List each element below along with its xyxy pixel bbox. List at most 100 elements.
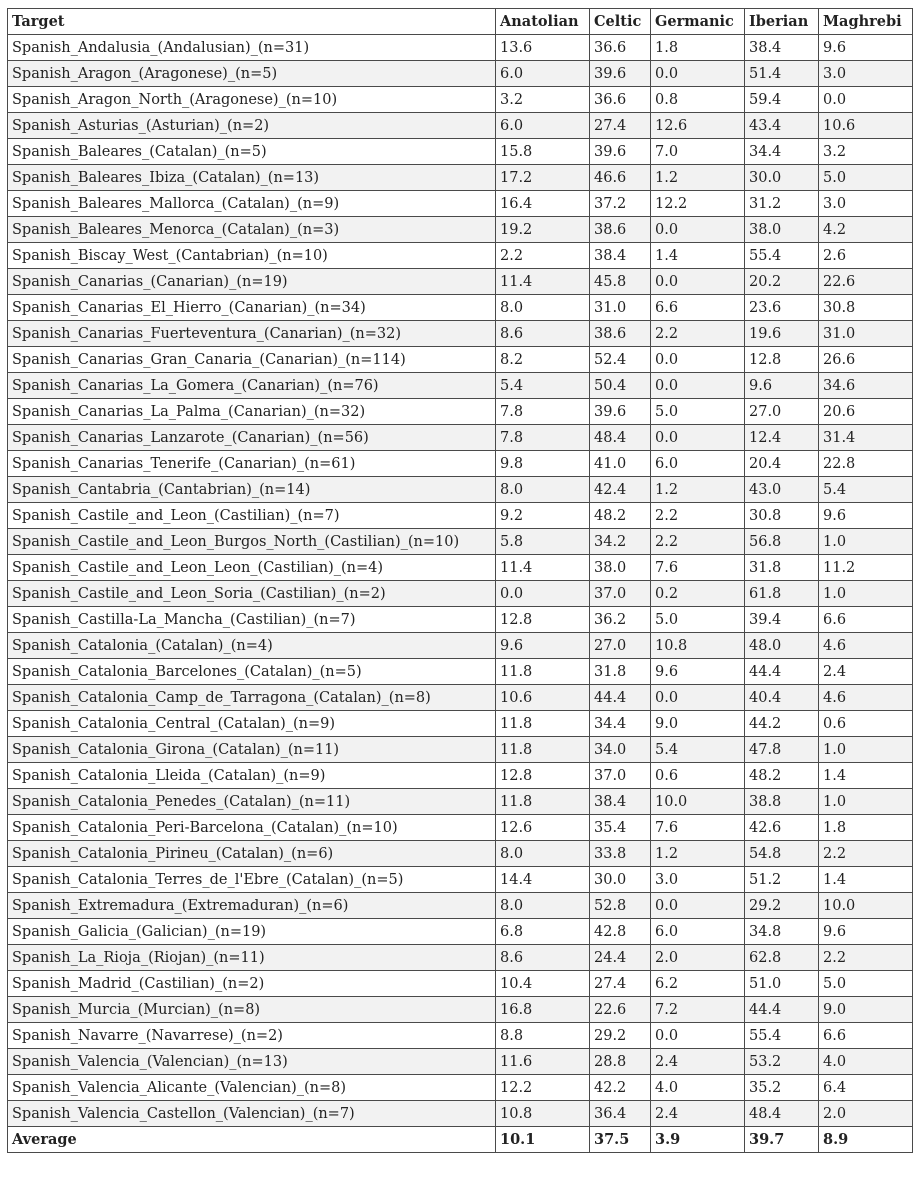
cell-maghrebi: 5.0	[818, 970, 913, 997]
cell-celtic: 31.8	[589, 658, 651, 685]
cell-target: Spanish_Valencia_Alicante_(Valencian)_(n…	[7, 1074, 496, 1101]
cell-target: Spanish_Catalonia_Girona_(Catalan)_(n=11…	[7, 736, 496, 763]
cell-target: Spanish_Canarias_(Canarian)_(n=19)	[7, 268, 496, 295]
table-row: Spanish_Catalonia_Pirineu_(Catalan)_(n=6…	[7, 840, 913, 867]
cell-celtic: 42.4	[589, 476, 651, 503]
cell-germanic: 0.0	[650, 372, 745, 399]
cell-celtic: 45.8	[589, 268, 651, 295]
cell-iberian: 30.8	[744, 502, 819, 529]
table-row: Spanish_Murcia_(Murcian)_(n=8) 16.8 22.6 7.…	[7, 996, 913, 1023]
cell-maghrebi: 5.0	[818, 164, 913, 191]
header-maghrebi: Maghrebi	[818, 8, 913, 35]
cell-anatolian: 11.4	[495, 268, 590, 295]
cell-germanic: 1.4	[650, 242, 745, 269]
cell-target: Spanish_Castilla-La_Mancha_(Castilian)_(…	[7, 606, 496, 633]
cell-iberian: 39.4	[744, 606, 819, 633]
cell-maghrebi: 5.4	[818, 476, 913, 503]
table-row: Spanish_Canarias_La_Palma_(Canarian)_(n=…	[7, 398, 913, 425]
table-row: Spanish_Asturias_(Asturian)_(n=2) 6.0 27.4…	[7, 112, 913, 139]
admixture-table: Target Anatolian Celtic Germanic Iberian…	[7, 8, 913, 1153]
cell-anatolian: 16.8	[495, 996, 590, 1023]
cell-celtic: 38.4	[589, 242, 651, 269]
cell-iberian: 48.4	[744, 1100, 819, 1127]
cell-celtic: 50.4	[589, 372, 651, 399]
table-row: Spanish_Baleares_Mallorca_(Catalan)_(n=9…	[7, 190, 913, 217]
table-row: Spanish_Cantabria_(Cantabrian)_(n=14) 8.0…	[7, 476, 913, 503]
cell-celtic: 29.2	[589, 1022, 651, 1049]
cell-germanic: 7.6	[650, 814, 745, 841]
cell-germanic: 4.0	[650, 1074, 745, 1101]
table-row: Spanish_Catalonia_Camp_de_Tarragona_(Cat…	[7, 684, 913, 711]
cell-germanic: 9.6	[650, 658, 745, 685]
cell-anatolian: 11.8	[495, 658, 590, 685]
cell-germanic: 12.2	[650, 190, 745, 217]
cell-anatolian: 9.6	[495, 632, 590, 659]
cell-maghrebi: 6.6	[818, 606, 913, 633]
cell-maghrebi: 1.8	[818, 814, 913, 841]
cell-target: Spanish_Galicia_(Galician)_(n=19)	[7, 918, 496, 945]
table-row: Spanish_Castile_and_Leon_(Castilian)_(n=…	[7, 502, 913, 529]
cell-maghrebi: 9.6	[818, 34, 913, 61]
cell-target: Spanish_Aragon_(Aragonese)_(n=5)	[7, 60, 496, 87]
cell-target: Spanish_Catalonia_Peri-Barcelona_(Catala…	[7, 814, 496, 841]
cell-anatolian: 11.6	[495, 1048, 590, 1075]
table-row: Spanish_Catalonia_Peri-Barcelona_(Catala…	[7, 814, 913, 841]
cell-anatolian: 15.8	[495, 138, 590, 165]
cell-anatolian: 12.8	[495, 762, 590, 789]
table-row: Spanish_Castile_and_Leon_Leon_(Castilian…	[7, 554, 913, 581]
cell-target: Spanish_Cantabria_(Cantabrian)_(n=14)	[7, 476, 496, 503]
table-row: Spanish_Baleares_Ibiza_(Catalan)_(n=13) 1…	[7, 164, 913, 191]
cell-target: Spanish_Catalonia_Terres_de_l'Ebre_(Cata…	[7, 866, 496, 893]
cell-iberian: 27.0	[744, 398, 819, 425]
cell-iberian: 40.4	[744, 684, 819, 711]
cell-celtic: 36.6	[589, 34, 651, 61]
average-iberian: 39.7	[744, 1126, 819, 1153]
cell-celtic: 30.0	[589, 866, 651, 893]
cell-target: Spanish_Catalonia_Penedes_(Catalan)_(n=1…	[7, 788, 496, 815]
cell-maghrebi: 10.0	[818, 892, 913, 919]
cell-iberian: 23.6	[744, 294, 819, 321]
average-maghrebi: 8.9	[818, 1126, 913, 1153]
cell-iberian: 38.8	[744, 788, 819, 815]
cell-iberian: 38.0	[744, 216, 819, 243]
cell-celtic: 39.6	[589, 398, 651, 425]
header-row: Target Anatolian Celtic Germanic Iberian…	[7, 8, 913, 35]
cell-celtic: 35.4	[589, 814, 651, 841]
header-anatolian: Anatolian	[495, 8, 590, 35]
table-row: Spanish_Baleares_(Catalan)_(n=5) 15.8 39.6…	[7, 138, 913, 165]
cell-anatolian: 3.2	[495, 86, 590, 113]
average-germanic: 3.9	[650, 1126, 745, 1153]
table-row: Spanish_Andalusia_(Andalusian)_(n=31) 13.…	[7, 34, 913, 61]
cell-germanic: 2.4	[650, 1100, 745, 1127]
cell-celtic: 42.8	[589, 918, 651, 945]
cell-germanic: 9.0	[650, 710, 745, 737]
cell-germanic: 2.2	[650, 528, 745, 555]
cell-celtic: 27.4	[589, 112, 651, 139]
cell-germanic: 0.0	[650, 268, 745, 295]
table-row: Spanish_Catalonia_Central_(Catalan)_(n=9…	[7, 710, 913, 737]
cell-germanic: 5.4	[650, 736, 745, 763]
cell-maghrebi: 1.0	[818, 528, 913, 555]
table-row: Spanish_Canarias_La_Gomera_(Canarian)_(n…	[7, 372, 913, 399]
cell-anatolian: 12.6	[495, 814, 590, 841]
cell-celtic: 48.2	[589, 502, 651, 529]
cell-target: Spanish_Canarias_Lanzarote_(Canarian)_(n…	[7, 424, 496, 451]
cell-maghrebi: 9.6	[818, 918, 913, 945]
cell-target: Spanish_Castile_and_Leon_Leon_(Castilian…	[7, 554, 496, 581]
cell-iberian: 29.2	[744, 892, 819, 919]
cell-celtic: 52.4	[589, 346, 651, 373]
cell-anatolian: 11.8	[495, 788, 590, 815]
cell-target: Spanish_Asturias_(Asturian)_(n=2)	[7, 112, 496, 139]
cell-celtic: 36.4	[589, 1100, 651, 1127]
cell-celtic: 46.6	[589, 164, 651, 191]
cell-maghrebi: 22.6	[818, 268, 913, 295]
cell-target: Spanish_Catalonia_Camp_de_Tarragona_(Cat…	[7, 684, 496, 711]
cell-target: Spanish_Castile_and_Leon_(Castilian)_(n=…	[7, 502, 496, 529]
cell-maghrebi: 1.4	[818, 866, 913, 893]
cell-germanic: 2.2	[650, 502, 745, 529]
cell-maghrebi: 31.4	[818, 424, 913, 451]
cell-germanic: 0.0	[650, 60, 745, 87]
table-row: Spanish_Valencia_(Valencian)_(n=13) 11.6 2…	[7, 1048, 913, 1075]
cell-germanic: 2.0	[650, 944, 745, 971]
cell-maghrebi: 4.6	[818, 684, 913, 711]
